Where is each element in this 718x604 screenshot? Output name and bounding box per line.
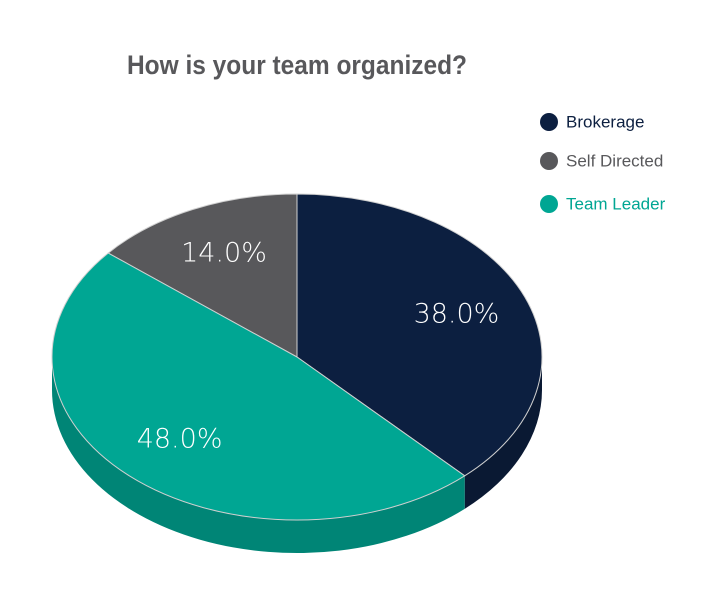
value-label: 38.0% <box>414 298 500 329</box>
slice <box>107 193 298 358</box>
legend-swatch <box>540 152 558 170</box>
legend: Brokerage Self Directed Team Leader <box>540 112 666 213</box>
pie-tops <box>51 193 543 521</box>
legend-label: Self Directed <box>566 151 663 170</box>
legend-label: Brokerage <box>566 112 644 131</box>
slice-side <box>464 357 542 509</box>
slice <box>296 193 543 477</box>
slice-side <box>52 357 465 553</box>
value-label: 48.0% <box>137 424 223 455</box>
pie-sides <box>52 357 542 553</box>
value-labels: 38.0% 14.0% 48.0% <box>137 237 500 454</box>
chart-title: How is your team organized? <box>127 50 467 80</box>
legend-swatch <box>540 113 558 131</box>
legend-label: Team Leader <box>566 194 666 213</box>
slice <box>51 252 466 521</box>
legend-swatch <box>540 195 558 213</box>
value-label: 14.0% <box>181 237 267 268</box>
